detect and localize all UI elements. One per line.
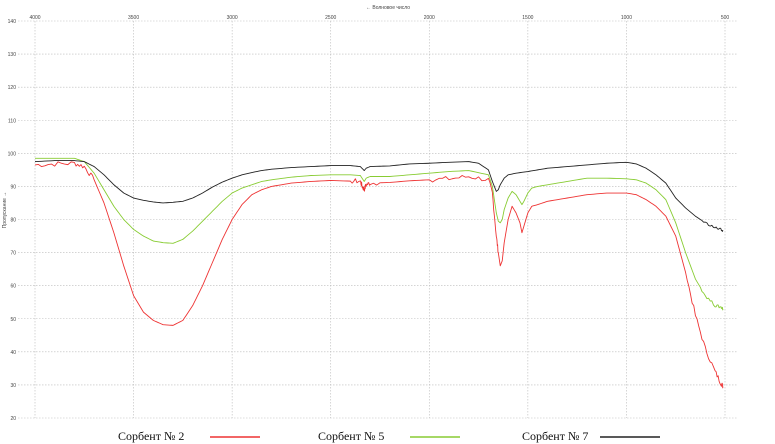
y-tick-label: 40 — [10, 350, 16, 356]
series-line-3 — [34, 160, 724, 232]
series-layer — [34, 157, 724, 389]
legend-entry-sorbent-5: Сорбент № 5 — [318, 429, 460, 443]
series-line-2 — [35, 157, 724, 311]
legend-entry-sorbent-2: Сорбент № 2 — [118, 429, 260, 443]
y-tick-label: 140 — [8, 19, 17, 25]
x-tick-label: 2500 — [325, 15, 336, 21]
y-tick-label: 20 — [10, 416, 16, 422]
x-tick-label: 1000 — [621, 15, 632, 21]
legend-entry-sorbent-7: Сорбент № 7 — [522, 429, 660, 443]
y-tick-label: 100 — [8, 151, 17, 157]
grid-layer — [18, 20, 737, 419]
x-tick-label: 3500 — [128, 15, 139, 21]
legend-label-sorbent-5: Сорбент № 5 — [318, 429, 384, 443]
y-tick-label: 80 — [10, 218, 16, 224]
y-axis-title: Пропускание → — [2, 192, 8, 229]
y-tick-label: 30 — [10, 383, 16, 389]
y-tick-label: 110 — [8, 118, 16, 124]
x-tick-label: 2000 — [424, 15, 435, 21]
y-tick-label: 60 — [10, 284, 16, 290]
legend-label-sorbent-7: Сорбент № 7 — [522, 429, 588, 443]
x-tick-label: 1500 — [522, 15, 533, 21]
series-line-1 — [34, 161, 724, 389]
y-tick-label: 70 — [10, 251, 16, 257]
y-tick-label: 90 — [10, 184, 16, 190]
y-tick-label: 50 — [10, 317, 16, 323]
x-tick-label: 4000 — [29, 15, 40, 21]
legend: Сорбент № 2 Сорбент № 5 Сорбент № 7 — [118, 429, 660, 443]
axis-layer: ← Волновое число Пропускание → 4000 3500 3… — [2, 5, 729, 422]
y-tick-label: 120 — [8, 85, 17, 91]
x-axis-title: ← Волновое число — [366, 5, 410, 11]
legend-label-sorbent-2: Сорбент № 2 — [118, 429, 184, 443]
x-tick-label: 500 — [721, 15, 730, 21]
x-tick-label: 3000 — [227, 15, 238, 21]
y-tick-label: 130 — [8, 52, 17, 58]
